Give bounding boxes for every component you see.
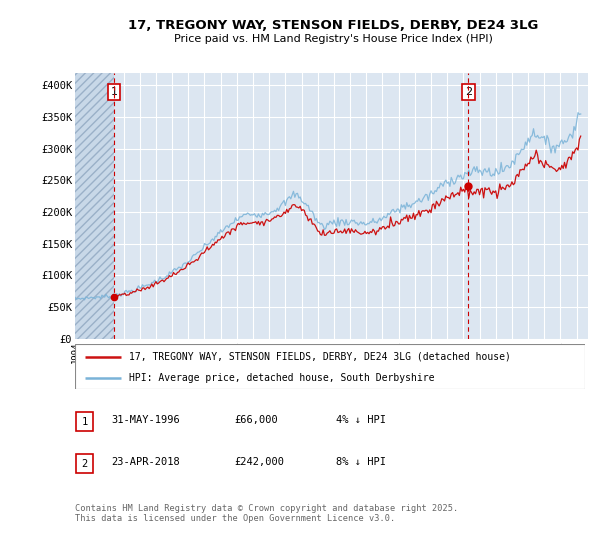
Bar [75, 73, 114, 339]
Text: 2: 2 [82, 459, 88, 469]
Text: HPI: Average price, detached house, South Derbyshire: HPI: Average price, detached house, Sout… [128, 373, 434, 383]
Text: 17, TREGONY WAY, STENSON FIELDS, DERBY, DE24 3LG: 17, TREGONY WAY, STENSON FIELDS, DERBY, … [128, 18, 538, 32]
Text: £242,000: £242,000 [234, 457, 284, 467]
Text: Contains HM Land Registry data © Crown copyright and database right 2025.
This d: Contains HM Land Registry data © Crown c… [75, 504, 458, 524]
Text: 8% ↓ HPI: 8% ↓ HPI [336, 457, 386, 467]
Text: £66,000: £66,000 [234, 415, 278, 425]
Text: 2: 2 [464, 87, 472, 97]
Text: 4% ↓ HPI: 4% ↓ HPI [336, 415, 386, 425]
Text: 1: 1 [82, 417, 88, 427]
Text: Price paid vs. HM Land Registry's House Price Index (HPI): Price paid vs. HM Land Registry's House … [173, 34, 493, 44]
Text: 17, TREGONY WAY, STENSON FIELDS, DERBY, DE24 3LG (detached house): 17, TREGONY WAY, STENSON FIELDS, DERBY, … [128, 352, 511, 362]
Text: 1: 1 [110, 87, 118, 97]
Text: 31-MAY-1996: 31-MAY-1996 [111, 415, 180, 425]
Text: 23-APR-2018: 23-APR-2018 [111, 457, 180, 467]
